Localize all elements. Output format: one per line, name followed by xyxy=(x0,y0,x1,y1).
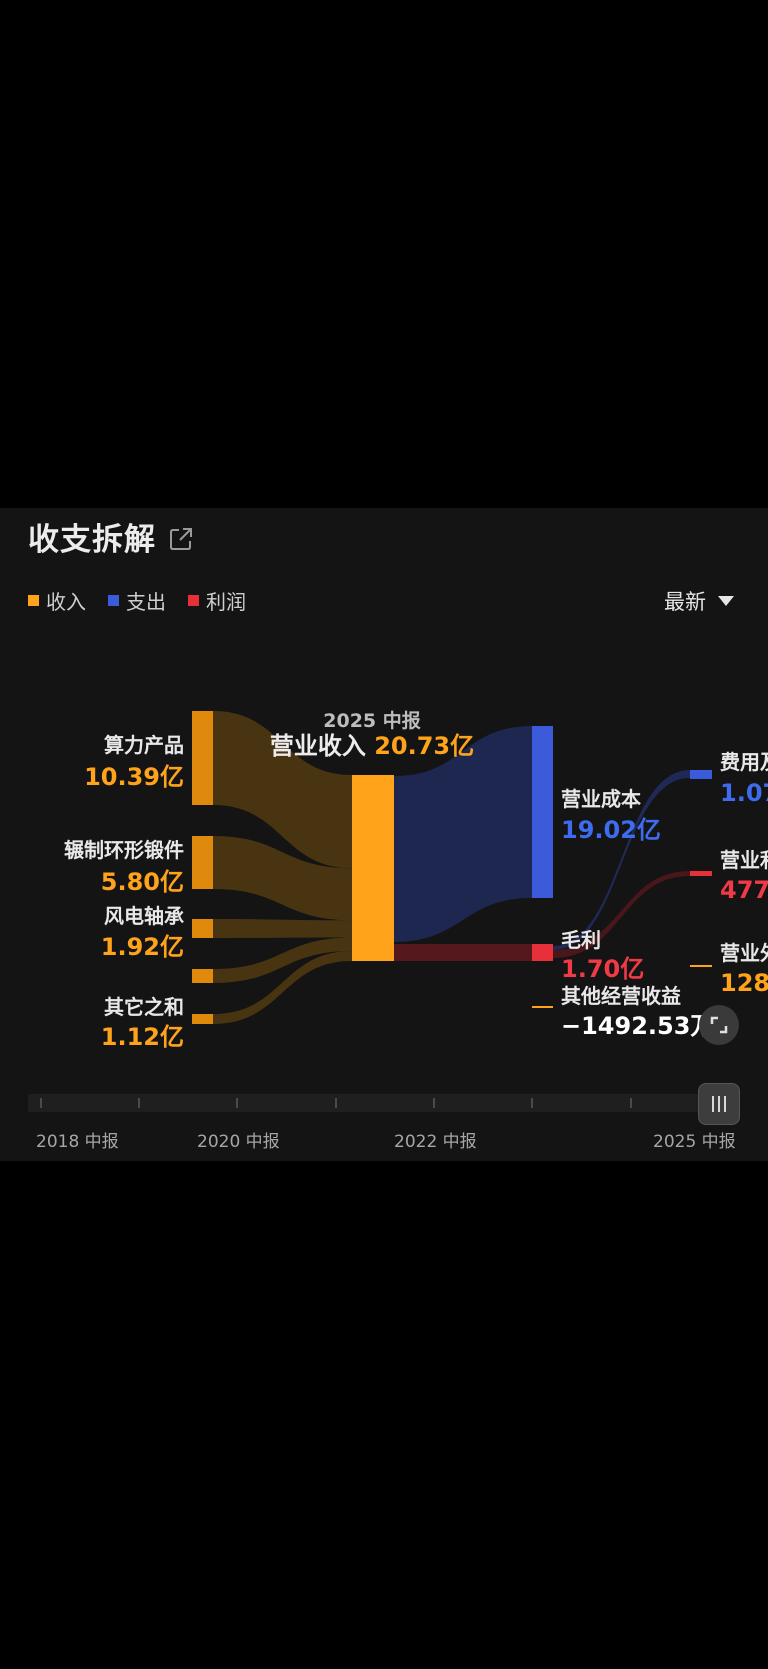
timeline-tick xyxy=(433,1098,435,1108)
expand-button[interactable] xyxy=(699,1005,739,1045)
sankey-node-nonop xyxy=(690,965,712,967)
timeline-label[interactable]: 2018 中报 xyxy=(36,1132,119,1152)
sankey-link-source xyxy=(213,919,352,938)
sankey-right-label: 费用及 xyxy=(720,750,768,774)
timeline-label[interactable]: 2020 中报 xyxy=(197,1132,280,1152)
sankey-source-value: 1.92亿 xyxy=(101,933,184,961)
drag-handle-bar xyxy=(718,1096,720,1112)
timeline-label[interactable]: 2022 中报 xyxy=(394,1132,477,1152)
timeline-label-selected[interactable]: 2025 中报 xyxy=(653,1132,736,1152)
legend-item-expense[interactable]: 支出 xyxy=(108,586,166,615)
timeline-tick xyxy=(630,1098,632,1108)
sankey-source-label: 其它之和 xyxy=(104,995,184,1019)
sankey-outflow-label: 其他经营收益 xyxy=(561,984,681,1008)
sankey-outflow-label: 毛利 xyxy=(561,928,601,952)
sankey-node-source xyxy=(192,969,213,983)
timeline-tick xyxy=(531,1098,533,1108)
legend-swatch-profit xyxy=(188,595,199,606)
sankey-node-op-profit xyxy=(690,871,712,876)
sankey-node-gross-profit xyxy=(532,944,553,961)
sankey-center-label: 营业收入 20.73亿 xyxy=(270,732,474,760)
period-dropdown[interactable]: 最新 xyxy=(664,586,734,616)
legend-item-profit[interactable]: 利润 xyxy=(188,586,246,615)
legend-label-expense: 支出 xyxy=(126,590,166,614)
sankey-link-source xyxy=(213,937,352,983)
sankey-outflow-label: 营业成本 xyxy=(561,787,641,811)
sankey-link-cost xyxy=(394,726,532,942)
external-link-icon[interactable] xyxy=(168,526,194,552)
sankey-link-source xyxy=(213,836,352,921)
sankey-right-label: 营业利 xyxy=(720,848,768,872)
timeline-slider[interactable] xyxy=(28,1094,730,1112)
drag-handle-icon xyxy=(712,1096,714,1112)
sankey-outflow-value: 19.02亿 xyxy=(561,816,661,844)
sankey-right-value: 1.07 xyxy=(720,779,768,807)
sankey-link-gross-profit xyxy=(394,944,532,961)
legend-label-income: 收入 xyxy=(46,590,86,614)
sankey-outflow-value: 1.70亿 xyxy=(561,955,644,983)
card-title: 收支拆解 xyxy=(28,522,156,558)
sankey-node-cost xyxy=(532,726,553,898)
sankey-source-value: 5.80亿 xyxy=(101,868,184,896)
sankey-source-value: 1.12亿 xyxy=(101,1023,184,1051)
sankey-node-center xyxy=(352,775,394,961)
sankey-period-label: 2025 中报 xyxy=(323,709,421,732)
timeline-tick xyxy=(236,1098,238,1108)
sankey-link-source xyxy=(213,950,352,1024)
chevron-down-icon xyxy=(718,596,734,606)
legend-swatch-income xyxy=(28,595,39,606)
sankey-link-expense xyxy=(553,770,690,950)
sankey-node-expense xyxy=(690,770,712,779)
expand-icon xyxy=(710,1016,728,1034)
sankey-source-label: 风电轴承 xyxy=(104,904,184,928)
sankey-node-source xyxy=(192,919,213,938)
period-dropdown-value: 最新 xyxy=(664,590,706,614)
legend-swatch-expense xyxy=(108,595,119,606)
timeline-handle[interactable] xyxy=(698,1083,740,1125)
timeline-tick xyxy=(138,1098,140,1108)
sankey-right-value: 477 xyxy=(720,876,768,904)
sankey-right-label: 营业外 xyxy=(720,941,768,965)
sankey-source-label: 算力产品 xyxy=(104,733,184,757)
sankey-node-source xyxy=(192,836,213,889)
legend-item-income[interactable]: 收入 xyxy=(28,586,86,615)
timeline-tick xyxy=(335,1098,337,1108)
timeline-tick xyxy=(40,1098,42,1108)
sankey-node-other-income xyxy=(532,1006,553,1008)
sankey-node-source xyxy=(192,711,213,805)
sankey-node-source xyxy=(192,1014,213,1024)
sankey-link-op-profit xyxy=(553,871,690,958)
legend-label-profit: 利润 xyxy=(206,590,246,614)
sankey-source-label: 辗制环形锻件 xyxy=(64,838,184,862)
drag-handle-bar xyxy=(724,1096,726,1112)
sankey-source-value: 10.39亿 xyxy=(84,763,184,791)
sankey-link-source xyxy=(213,711,352,869)
sankey-right-value: 128. xyxy=(720,969,768,997)
sankey-outflow-value: −1492.53万 xyxy=(561,1012,714,1040)
